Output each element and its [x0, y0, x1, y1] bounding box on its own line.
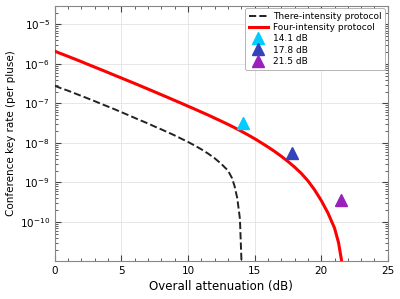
Four-intensity protocol [326, 211, 330, 215]
Four-intensity protocol [239, 129, 244, 133]
Four-intensity protocol [336, 241, 341, 244]
There-intensity protocol [146, 122, 150, 125]
Four-intensity protocol [206, 113, 210, 117]
Four-intensity protocol [99, 68, 104, 71]
Four-intensity protocol [292, 165, 297, 169]
There-intensity protocol [106, 105, 110, 109]
Four-intensity protocol [186, 104, 190, 108]
There-intensity protocol [230, 176, 234, 180]
Four-intensity protocol [212, 116, 217, 120]
Four-intensity protocol [119, 76, 124, 80]
Four-intensity protocol [159, 93, 164, 97]
There-intensity protocol [119, 110, 124, 114]
Y-axis label: Conference key rate (per pluse): Conference key rate (per pluse) [6, 51, 16, 216]
There-intensity protocol [240, 271, 244, 275]
Line: There-intensity protocol: There-intensity protocol [55, 86, 242, 273]
There-intensity protocol [219, 162, 224, 166]
There-intensity protocol [92, 99, 97, 103]
There-intensity protocol [238, 217, 242, 221]
There-intensity protocol [212, 156, 217, 160]
There-intensity protocol [66, 89, 70, 92]
Four-intensity protocol [112, 74, 117, 77]
Four-intensity protocol [146, 87, 150, 91]
Four-intensity protocol [286, 160, 290, 163]
Line: Four-intensity protocol: Four-intensity protocol [55, 51, 351, 299]
Four-intensity protocol [332, 226, 337, 230]
Four-intensity protocol [299, 172, 304, 175]
Four-intensity protocol [72, 57, 77, 61]
There-intensity protocol [226, 169, 230, 172]
There-intensity protocol [79, 94, 84, 98]
There-intensity protocol [52, 84, 57, 88]
There-intensity protocol [72, 91, 77, 95]
Four-intensity protocol [246, 133, 250, 137]
Four-intensity protocol [106, 71, 110, 74]
There-intensity protocol [172, 134, 177, 137]
Four-intensity protocol [232, 126, 237, 129]
Four-intensity protocol [126, 79, 130, 83]
Four-intensity protocol [319, 199, 324, 202]
Four-intensity protocol [66, 55, 70, 58]
Four-intensity protocol [166, 96, 170, 99]
Four-intensity protocol [52, 49, 57, 53]
There-intensity protocol [186, 140, 190, 144]
Four-intensity protocol [219, 119, 224, 123]
There-intensity protocol [159, 128, 164, 131]
There-intensity protocol [139, 119, 144, 123]
Four-intensity protocol [342, 275, 346, 279]
Four-intensity protocol [339, 257, 344, 260]
Four-intensity protocol [272, 150, 277, 153]
Four-intensity protocol [152, 90, 157, 94]
Four-intensity protocol [192, 107, 197, 111]
There-intensity protocol [126, 113, 130, 117]
There-intensity protocol [192, 144, 197, 147]
There-intensity protocol [166, 131, 170, 134]
There-intensity protocol [232, 184, 237, 188]
Four-intensity protocol [59, 52, 64, 56]
There-intensity protocol [235, 196, 240, 200]
There-intensity protocol [199, 147, 204, 151]
Four-intensity protocol [179, 101, 184, 105]
Four-intensity protocol [199, 110, 204, 114]
There-intensity protocol [179, 137, 184, 141]
There-intensity protocol [152, 125, 157, 128]
Four-intensity protocol [279, 155, 284, 158]
Four-intensity protocol [259, 141, 264, 144]
Four-intensity protocol [226, 123, 230, 126]
Four-intensity protocol [86, 62, 90, 66]
Four-intensity protocol [266, 145, 270, 149]
Legend: There-intensity protocol, Four-intensity protocol, 14.1 dB, 17.8 dB, 21.5 dB: There-intensity protocol, Four-intensity… [245, 8, 385, 69]
There-intensity protocol [112, 107, 117, 111]
There-intensity protocol [99, 102, 104, 106]
Four-intensity protocol [139, 84, 144, 88]
There-intensity protocol [206, 152, 210, 155]
There-intensity protocol [132, 116, 137, 120]
Four-intensity protocol [252, 137, 257, 141]
There-intensity protocol [59, 87, 64, 90]
X-axis label: Overall attenuation (dB): Overall attenuation (dB) [149, 280, 293, 293]
Four-intensity protocol [79, 60, 84, 63]
There-intensity protocol [86, 97, 90, 100]
Four-intensity protocol [92, 65, 97, 69]
Four-intensity protocol [172, 99, 177, 102]
Four-intensity protocol [132, 82, 137, 85]
Four-intensity protocol [312, 188, 317, 192]
Four-intensity protocol [306, 179, 310, 183]
